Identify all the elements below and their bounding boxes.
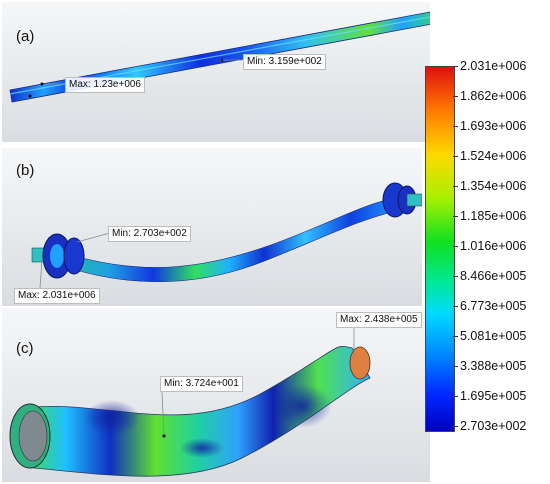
color-scale-label: 3.388e+005	[460, 359, 527, 373]
panel-b-max-callout: Max: 2.031e+006	[14, 288, 100, 304]
color-scale-tick	[453, 366, 458, 367]
color-scale-tick	[453, 216, 458, 217]
color-scale-tick	[453, 336, 458, 337]
color-scale-labels: 2.031e+006 1.862e+006 1.693e+006 1.524e+006…	[460, 59, 548, 440]
panel-b-min-callout: Min: 2.703e+002	[108, 226, 191, 242]
color-scale-label: 1.524e+006	[460, 149, 527, 163]
panel-b-render	[31, 182, 422, 289]
color-scale-label: 1.695e+005	[460, 389, 527, 403]
panel-a-render	[9, 11, 430, 103]
color-scale-tick	[453, 126, 458, 127]
panel-b: (b) Min: 2.703e+002 Max: 2.031e+006	[2, 148, 422, 306]
panel-a-min-callout: Min: 3.159e+002	[243, 54, 326, 70]
color-scale-label: 8.466e+005	[460, 269, 527, 283]
panel-c-label: (c)	[16, 340, 34, 357]
panel-c-min-callout: Min: 3.724e+001	[160, 376, 243, 392]
color-scale-tick	[453, 246, 458, 247]
color-scale-tick	[453, 396, 458, 397]
panel-a-max-callout: Max: 1.23e+006	[65, 77, 145, 93]
panel-c-render	[9, 326, 371, 477]
color-scale-bar	[425, 66, 455, 432]
color-scale-tick	[453, 186, 458, 187]
color-scale-tick	[453, 426, 458, 427]
color-scale-tick	[453, 96, 458, 97]
color-scale-label: 5.081e+005	[460, 329, 527, 343]
color-scale-tick	[453, 66, 458, 67]
color-scale-tick	[453, 306, 458, 307]
color-scale-label: 6.773e+005	[460, 299, 527, 313]
panel-a: (a) Max: 1.23e+006 Min: 3.159e+002	[2, 2, 430, 142]
panel-b-label: (b)	[16, 162, 35, 179]
panel-a-label: (a)	[16, 28, 35, 45]
color-scale-label: 1.185e+006	[460, 209, 527, 223]
color-scale-label: 1.016e+006	[460, 239, 527, 253]
color-scale-label: 2.703e+002	[460, 419, 527, 433]
panel-c: (c) Min: 3.724e+001 Max: 2.438e+005	[2, 308, 430, 482]
color-scale-tick	[453, 156, 458, 157]
color-scale-label: 2.031e+006	[460, 59, 527, 73]
color-scale-tick	[453, 276, 458, 277]
color-scale-label: 1.354e+006	[460, 179, 527, 193]
color-scale-label: 1.693e+006	[460, 119, 527, 133]
color-scale-label: 1.862e+006	[460, 89, 527, 103]
panel-c-max-callout: Max: 2.438e+005	[336, 312, 422, 328]
